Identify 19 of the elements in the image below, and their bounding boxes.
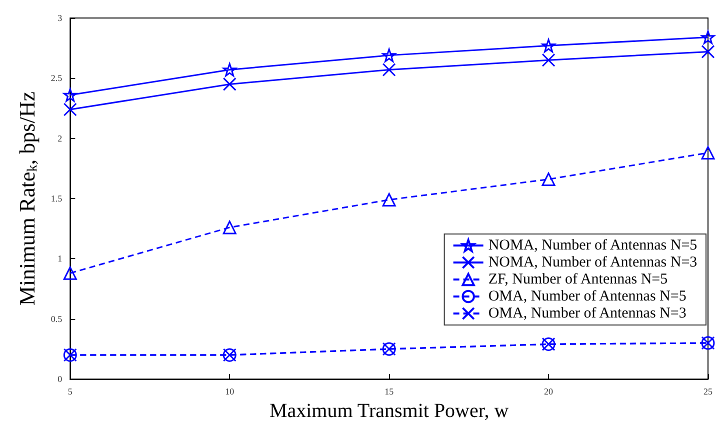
x-tick-label: 25 [704, 386, 713, 397]
legend-label: OMA, Number of Antennas N=5 [488, 288, 686, 304]
y-axis-title: Minimum Ratek, bps/Hz [14, 91, 40, 306]
y-tick-label: 2 [58, 133, 62, 144]
x-tick-label: 20 [544, 386, 554, 397]
y-tick-label: 1.5 [50, 194, 63, 204]
y-tick-label: 1 [58, 254, 62, 264]
legend-label: OMA, Number of Antennas N=3 [488, 306, 686, 322]
legend-label: NOMA, Number of Antennas N=5 [488, 238, 698, 254]
x-tick-label: 15 [384, 386, 394, 397]
x-axis-title: Maximum Transmit Power, w [269, 400, 510, 422]
y-tick-label: 0.5 [50, 314, 63, 324]
y-tick-label: 2.5 [50, 73, 63, 84]
x-tick-label: 5 [68, 386, 73, 397]
legend-label: ZF, Number of Antennas N=5 [488, 272, 668, 288]
legend-label: NOMA, Number of Antennas N=3 [488, 254, 698, 270]
y-tick-label: 3 [58, 13, 63, 23]
y-tick-label: 0 [58, 374, 63, 384]
x-tick-label: 10 [225, 386, 235, 397]
